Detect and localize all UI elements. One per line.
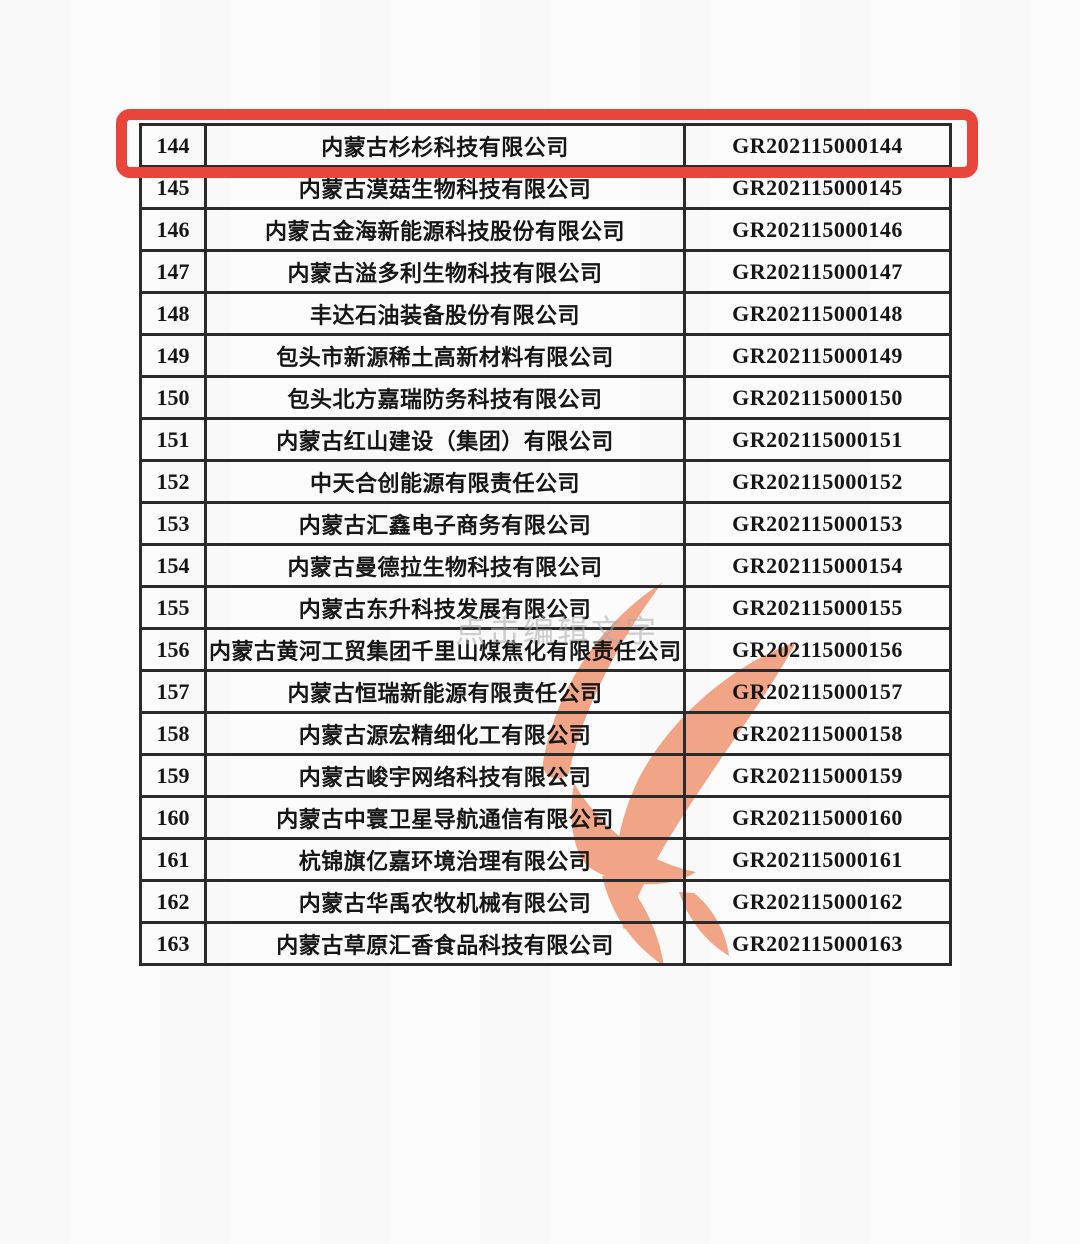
serial-number-cell: 147 — [139, 249, 207, 294]
company-name-cell: 包头北方嘉瑞防务科技有限公司 — [204, 375, 686, 420]
company-name-cell: 内蒙古曼德拉生物科技有限公司 — [204, 543, 686, 588]
serial-number-cell: 151 — [139, 417, 207, 462]
serial-number-cell: 162 — [139, 879, 207, 924]
certificate-number-cell: GR202115000163 — [683, 921, 952, 966]
certificate-number-cell: GR202115000161 — [683, 837, 952, 882]
certificate-number-cell: GR202115000148 — [683, 291, 952, 336]
certificate-number-cell: GR202115000146 — [683, 207, 952, 252]
serial-number-cell: 160 — [139, 795, 207, 840]
company-name-cell: 中天合创能源有限责任公司 — [204, 459, 686, 504]
company-name-cell: 包头市新源稀土高新材料有限公司 — [204, 333, 686, 378]
certificate-number-cell: GR202115000150 — [683, 375, 952, 420]
table-row: 145 内蒙古漠菇生物科技有限公司 GR202115000145 — [139, 165, 952, 210]
serial-number-cell: 154 — [139, 543, 207, 588]
table-row: 149 包头市新源稀土高新材料有限公司 GR202115000149 — [139, 333, 952, 378]
serial-number-cell: 145 — [139, 165, 207, 210]
company-name-cell: 内蒙古漠菇生物科技有限公司 — [204, 165, 686, 210]
table-row: 161 杭锦旗亿嘉环境治理有限公司 GR202115000161 — [139, 837, 952, 882]
table-row: 150 包头北方嘉瑞防务科技有限公司 GR202115000150 — [139, 375, 952, 420]
table-row: 160 内蒙古中寰卫星导航通信有限公司 GR202115000160 — [139, 795, 952, 840]
company-name-cell: 内蒙古溢多利生物科技有限公司 — [204, 249, 686, 294]
certificate-number-cell: GR202115000152 — [683, 459, 952, 504]
table-row: 159 内蒙古峻宇网络科技有限公司 GR202115000159 — [139, 753, 952, 798]
certificate-number-cell: GR202115000157 — [683, 669, 952, 714]
serial-number-cell: 152 — [139, 459, 207, 504]
table-row: 147 内蒙古溢多利生物科技有限公司 GR202115000147 — [139, 249, 952, 294]
certificate-table: 144 内蒙古杉杉科技有限公司 GR202115000144 145 内蒙古漠菇… — [139, 123, 952, 966]
certificate-number-cell: GR202115000145 — [683, 165, 952, 210]
certificate-number-cell: GR202115000151 — [683, 417, 952, 462]
serial-number-cell: 146 — [139, 207, 207, 252]
company-name-cell: 内蒙古源宏精细化工有限公司 — [204, 711, 686, 756]
table-row: 151 内蒙古红山建设（集团）有限公司 GR202115000151 — [139, 417, 952, 462]
table-row: 148 丰达石油装备股份有限公司 GR202115000148 — [139, 291, 952, 336]
company-name-cell: 内蒙古红山建设（集团）有限公司 — [204, 417, 686, 462]
serial-number-cell: 156 — [139, 627, 207, 672]
table-row: 158 内蒙古源宏精细化工有限公司 GR202115000158 — [139, 711, 952, 756]
serial-number-cell: 155 — [139, 585, 207, 630]
serial-number-cell: 149 — [139, 333, 207, 378]
company-name-cell: 杭锦旗亿嘉环境治理有限公司 — [204, 837, 686, 882]
table-row: 162 内蒙古华禹农牧机械有限公司 GR202115000162 — [139, 879, 952, 924]
serial-number-cell: 161 — [139, 837, 207, 882]
company-name-cell: 丰达石油装备股份有限公司 — [204, 291, 686, 336]
serial-number-cell: 159 — [139, 753, 207, 798]
company-name-cell: 内蒙古汇鑫电子商务有限公司 — [204, 501, 686, 546]
certificate-number-cell: GR202115000154 — [683, 543, 952, 588]
certificate-number-cell: GR202115000159 — [683, 753, 952, 798]
certificate-number-cell: GR202115000147 — [683, 249, 952, 294]
certificate-number-cell: GR202115000156 — [683, 627, 952, 672]
company-name-cell: 内蒙古黄河工贸集团千里山煤焦化有限责任公司 — [204, 627, 686, 672]
table-row: 154 内蒙古曼德拉生物科技有限公司 GR202115000154 — [139, 543, 952, 588]
company-name-cell: 内蒙古东升科技发展有限公司 — [204, 585, 686, 630]
table-row: 155 内蒙古东升科技发展有限公司 GR202115000155 — [139, 585, 952, 630]
certificate-table-body: 144 内蒙古杉杉科技有限公司 GR202115000144 145 内蒙古漠菇… — [139, 123, 952, 966]
company-name-cell: 内蒙古草原汇香食品科技有限公司 — [204, 921, 686, 966]
certificate-number-cell: GR202115000158 — [683, 711, 952, 756]
table-row: 146 内蒙古金海新能源科技股份有限公司 GR202115000146 — [139, 207, 952, 252]
certificate-number-cell: GR202115000153 — [683, 501, 952, 546]
certificate-number-cell: GR202115000144 — [683, 123, 952, 168]
certificate-number-cell: GR202115000149 — [683, 333, 952, 378]
company-name-cell: 内蒙古峻宇网络科技有限公司 — [204, 753, 686, 798]
table-row: 153 内蒙古汇鑫电子商务有限公司 GR202115000153 — [139, 501, 952, 546]
serial-number-cell: 163 — [139, 921, 207, 966]
table-row: 163 内蒙古草原汇香食品科技有限公司 GR202115000163 — [139, 921, 952, 966]
certificate-number-cell: GR202115000155 — [683, 585, 952, 630]
certificate-number-cell: GR202115000162 — [683, 879, 952, 924]
table-row: 156 内蒙古黄河工贸集团千里山煤焦化有限责任公司 GR202115000156 — [139, 627, 952, 672]
company-name-cell: 内蒙古华禹农牧机械有限公司 — [204, 879, 686, 924]
table-row: 157 内蒙古恒瑞新能源有限责任公司 GR202115000157 — [139, 669, 952, 714]
serial-number-cell: 158 — [139, 711, 207, 756]
company-name-cell: 内蒙古金海新能源科技股份有限公司 — [204, 207, 686, 252]
serial-number-cell: 153 — [139, 501, 207, 546]
company-name-cell: 内蒙古杉杉科技有限公司 — [204, 123, 686, 168]
certificate-number-cell: GR202115000160 — [683, 795, 952, 840]
serial-number-cell: 150 — [139, 375, 207, 420]
serial-number-cell: 148 — [139, 291, 207, 336]
serial-number-cell: 157 — [139, 669, 207, 714]
table-row: 144 内蒙古杉杉科技有限公司 GR202115000144 — [139, 123, 952, 168]
company-name-cell: 内蒙古恒瑞新能源有限责任公司 — [204, 669, 686, 714]
company-name-cell: 内蒙古中寰卫星导航通信有限公司 — [204, 795, 686, 840]
table-row: 152 中天合创能源有限责任公司 GR202115000152 — [139, 459, 952, 504]
serial-number-cell: 144 — [139, 123, 207, 168]
